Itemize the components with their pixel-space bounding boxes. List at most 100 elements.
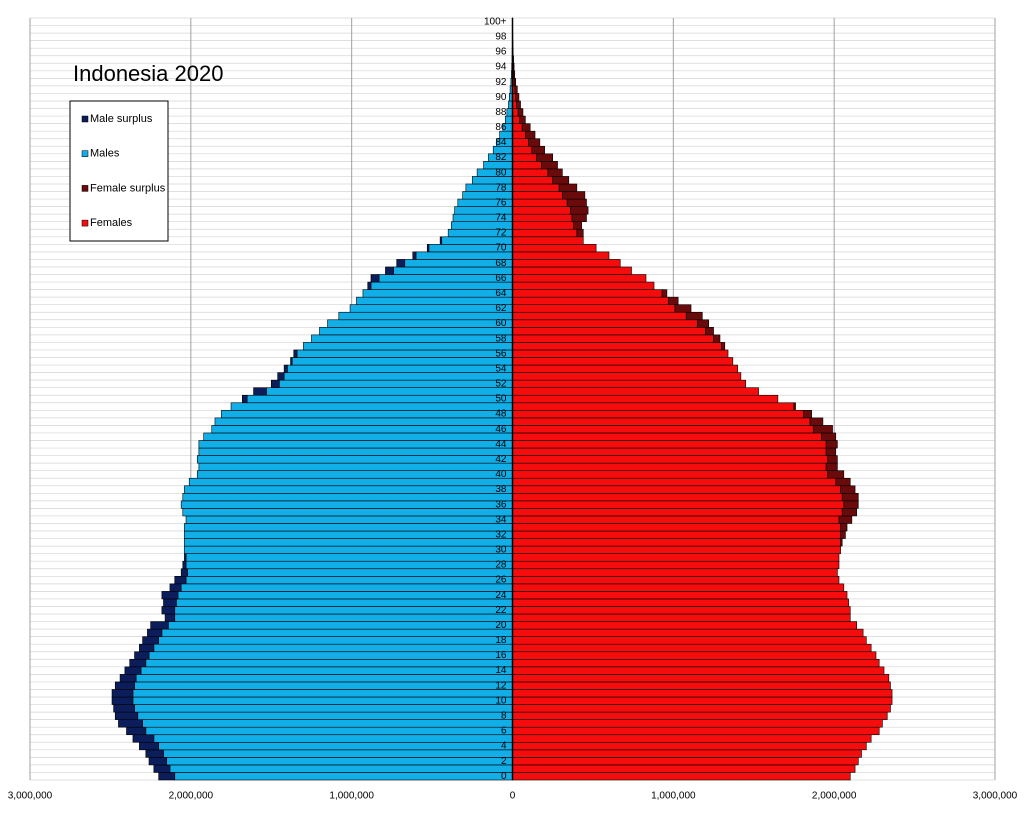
bar <box>570 206 589 215</box>
bar <box>182 508 513 517</box>
bar <box>531 145 545 155</box>
y-tick-label: 2 <box>501 756 507 767</box>
bar <box>512 357 734 366</box>
y-tick-label: 82 <box>495 152 507 163</box>
bar <box>825 447 837 456</box>
bar <box>519 115 526 124</box>
bar <box>161 628 513 637</box>
y-tick-label: 20 <box>495 620 507 631</box>
bar <box>512 274 647 283</box>
bar <box>185 553 513 562</box>
bar <box>512 266 632 275</box>
bar <box>512 425 814 434</box>
bar <box>512 123 523 132</box>
bar <box>512 244 597 253</box>
bar <box>541 161 558 170</box>
bar <box>211 425 513 434</box>
bar <box>512 704 891 713</box>
bar <box>552 176 570 185</box>
bar <box>158 636 513 645</box>
y-tick-label: 36 <box>495 499 507 510</box>
bar <box>841 493 859 502</box>
legend-label: Male surplus <box>90 113 153 125</box>
bar <box>512 523 841 532</box>
bar <box>158 741 513 751</box>
y-tick-label: 56 <box>495 348 507 359</box>
bar <box>809 417 824 426</box>
bar <box>370 281 513 290</box>
x-tick-label: 3,000,000 <box>973 791 1018 802</box>
bar <box>512 560 840 570</box>
bar <box>562 191 586 200</box>
bar <box>182 493 513 502</box>
bar <box>132 734 155 743</box>
bar <box>512 477 837 487</box>
bar <box>512 191 563 200</box>
y-tick-label: 66 <box>495 273 507 284</box>
bar <box>512 462 827 471</box>
bar <box>512 327 706 336</box>
bar <box>319 327 513 336</box>
bar <box>338 311 513 321</box>
bar <box>111 689 134 698</box>
bar <box>512 666 885 675</box>
bar <box>512 674 890 683</box>
bar <box>512 394 779 404</box>
bar <box>512 545 841 554</box>
bar <box>512 176 554 185</box>
bar <box>512 658 880 668</box>
bar <box>145 658 513 668</box>
bar <box>512 410 804 419</box>
bar <box>349 304 513 313</box>
y-tick-label: 24 <box>495 590 507 601</box>
bar <box>512 213 573 223</box>
bar <box>378 274 513 283</box>
bar <box>185 575 513 585</box>
bar <box>150 621 169 630</box>
bar <box>512 734 872 743</box>
bar <box>139 741 159 751</box>
y-tick-label: 16 <box>495 650 507 661</box>
y-tick-label: 48 <box>495 409 507 420</box>
bar <box>142 636 159 645</box>
bar <box>512 689 893 698</box>
y-tick-label: 80 <box>495 167 507 178</box>
bar <box>174 606 513 615</box>
bar <box>512 387 759 396</box>
bar <box>576 228 584 238</box>
y-tick-label: 88 <box>495 107 507 118</box>
bar <box>512 749 862 758</box>
bar <box>129 658 147 668</box>
bar <box>840 530 846 539</box>
bar <box>137 711 513 720</box>
bar <box>512 153 537 162</box>
bar <box>512 304 676 313</box>
bar <box>512 236 584 245</box>
y-tick-label: 84 <box>495 137 507 148</box>
bar <box>838 515 853 524</box>
bar <box>512 281 655 290</box>
bar <box>426 244 430 253</box>
bar <box>512 108 519 117</box>
bar <box>566 198 587 207</box>
bar <box>512 289 663 298</box>
bar <box>187 568 513 577</box>
bar <box>439 236 443 245</box>
bar <box>525 130 536 140</box>
y-tick-label: 74 <box>495 213 507 224</box>
bar <box>362 289 513 298</box>
bar <box>214 417 513 426</box>
bar <box>512 719 883 728</box>
bar <box>825 440 838 449</box>
y-tick-label: 40 <box>495 469 507 480</box>
bar <box>573 221 582 230</box>
bar <box>512 583 845 592</box>
bar <box>512 334 714 343</box>
bar <box>512 319 698 328</box>
bar <box>512 372 742 381</box>
bar <box>367 281 372 290</box>
bar <box>512 606 851 615</box>
bar <box>266 387 513 396</box>
bar <box>145 726 513 736</box>
legend-swatch <box>81 219 89 227</box>
